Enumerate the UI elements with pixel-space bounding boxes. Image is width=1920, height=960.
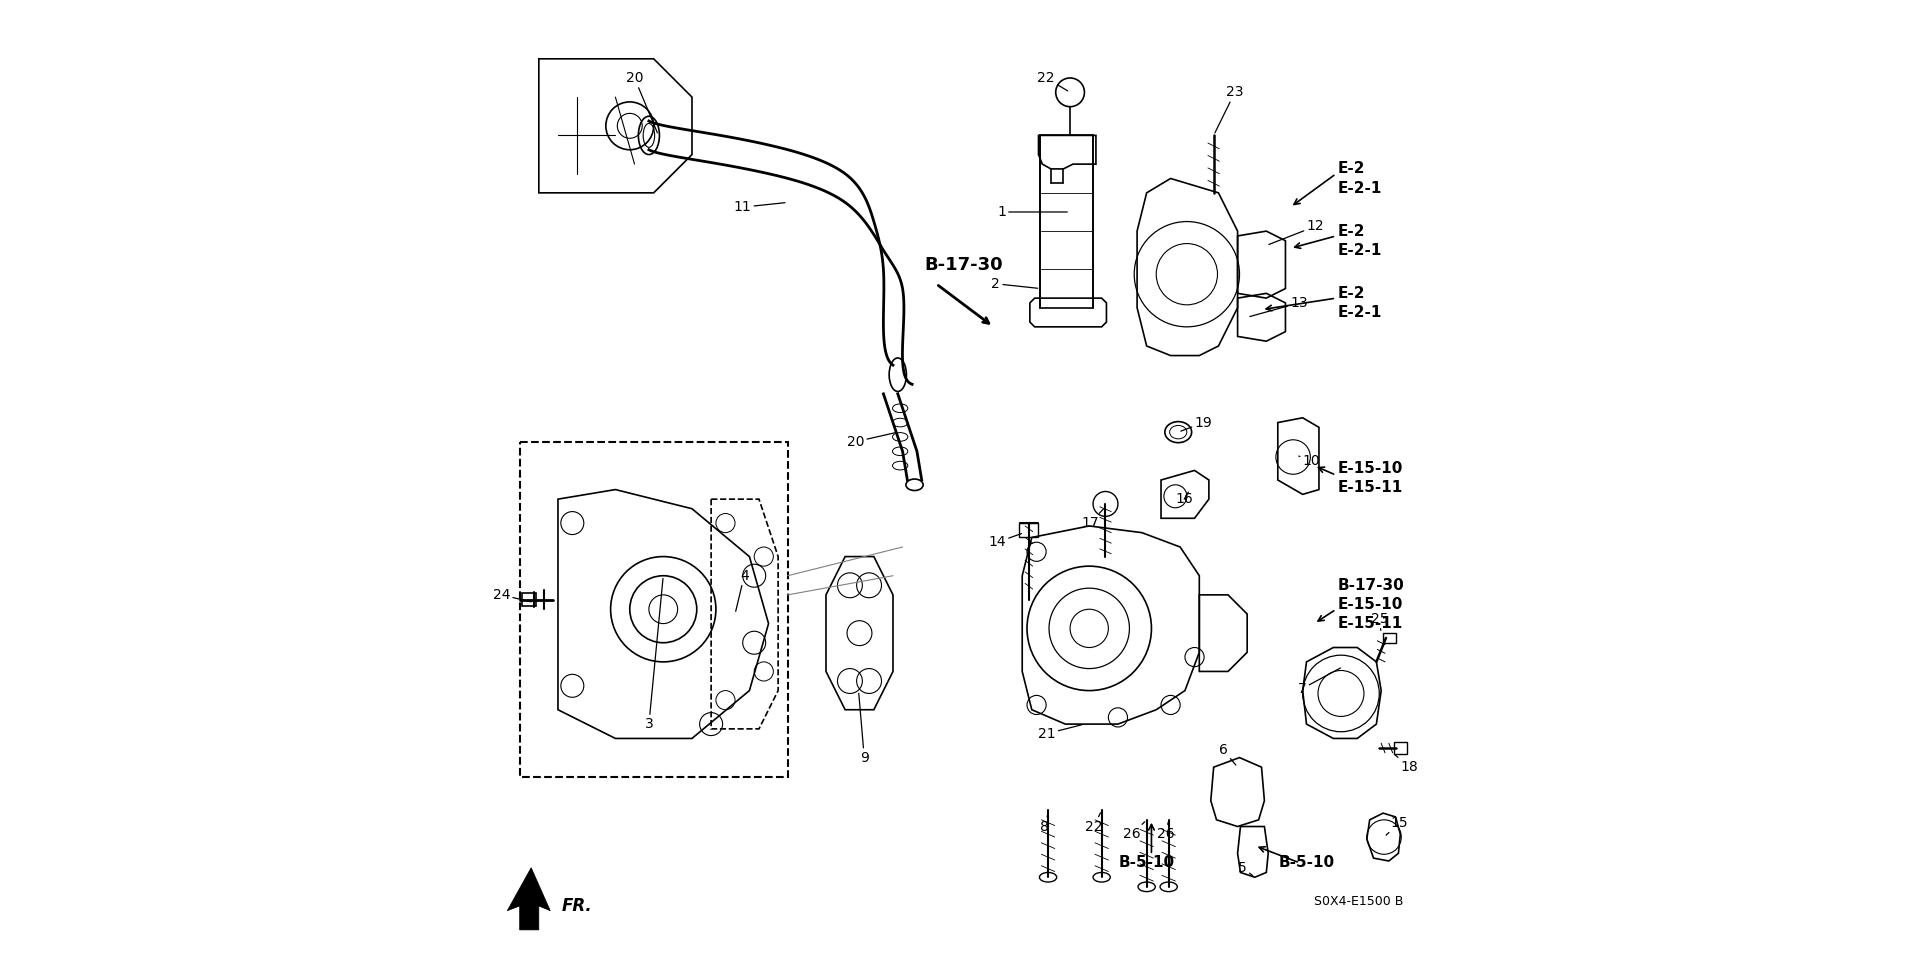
Text: E-2-1: E-2-1 (1338, 305, 1382, 320)
Text: 20: 20 (626, 71, 657, 132)
Text: E-15-10: E-15-10 (1338, 597, 1404, 612)
Text: 10: 10 (1298, 454, 1321, 468)
Text: B-5-10: B-5-10 (1119, 855, 1175, 871)
Text: B-5-10: B-5-10 (1279, 855, 1334, 871)
Bar (1020, 523, 1039, 538)
Text: E-2: E-2 (1338, 224, 1365, 239)
Text: E-2: E-2 (1338, 161, 1365, 177)
Text: 17: 17 (1081, 509, 1104, 530)
Text: 18: 18 (1394, 755, 1419, 774)
Text: 22: 22 (1037, 71, 1068, 91)
Text: 12: 12 (1269, 219, 1325, 245)
Text: 5: 5 (1238, 861, 1252, 876)
Text: 20: 20 (847, 433, 895, 448)
Text: E-15-11: E-15-11 (1338, 480, 1404, 495)
Text: S0X4-E1500 B: S0X4-E1500 B (1313, 895, 1404, 907)
Text: B-17-30: B-17-30 (1338, 578, 1405, 592)
Text: E-15-11: E-15-11 (1338, 616, 1404, 631)
Text: 26: 26 (1158, 823, 1175, 841)
Bar (522, 593, 536, 607)
Bar (520, 442, 787, 777)
Text: 9: 9 (858, 693, 868, 764)
Text: 24: 24 (493, 588, 532, 602)
Text: FR.: FR. (563, 897, 593, 915)
Text: 19: 19 (1181, 416, 1212, 431)
Text: 16: 16 (1175, 492, 1192, 506)
Bar (1382, 634, 1396, 643)
Text: 22: 22 (1085, 813, 1102, 833)
Text: 25: 25 (1371, 612, 1388, 631)
Ellipse shape (1092, 873, 1110, 882)
Text: 1: 1 (996, 205, 1068, 219)
Circle shape (1092, 492, 1117, 516)
Text: 14: 14 (989, 534, 1021, 549)
Text: 15: 15 (1386, 816, 1409, 835)
Text: 21: 21 (1039, 725, 1081, 741)
Bar (1394, 742, 1407, 754)
Ellipse shape (1039, 873, 1056, 882)
Text: 2: 2 (991, 276, 1037, 291)
Text: E-15-10: E-15-10 (1338, 461, 1404, 476)
Ellipse shape (1160, 882, 1177, 892)
Text: 8: 8 (1041, 813, 1048, 833)
Text: 26: 26 (1123, 822, 1144, 841)
Text: 4: 4 (735, 568, 749, 612)
Text: 6: 6 (1219, 743, 1236, 765)
Text: 23: 23 (1215, 85, 1244, 132)
Text: 11: 11 (733, 201, 785, 214)
Text: E-2: E-2 (1338, 286, 1365, 300)
Text: 3: 3 (645, 579, 662, 732)
Text: B-17-30: B-17-30 (925, 255, 1004, 274)
Text: E-2-1: E-2-1 (1338, 180, 1382, 196)
Bar (1041, 135, 1092, 308)
Text: E-2-1: E-2-1 (1338, 243, 1382, 258)
Ellipse shape (1139, 882, 1156, 892)
Text: 7: 7 (1298, 668, 1340, 696)
Polygon shape (507, 868, 551, 930)
Text: 13: 13 (1250, 296, 1308, 317)
